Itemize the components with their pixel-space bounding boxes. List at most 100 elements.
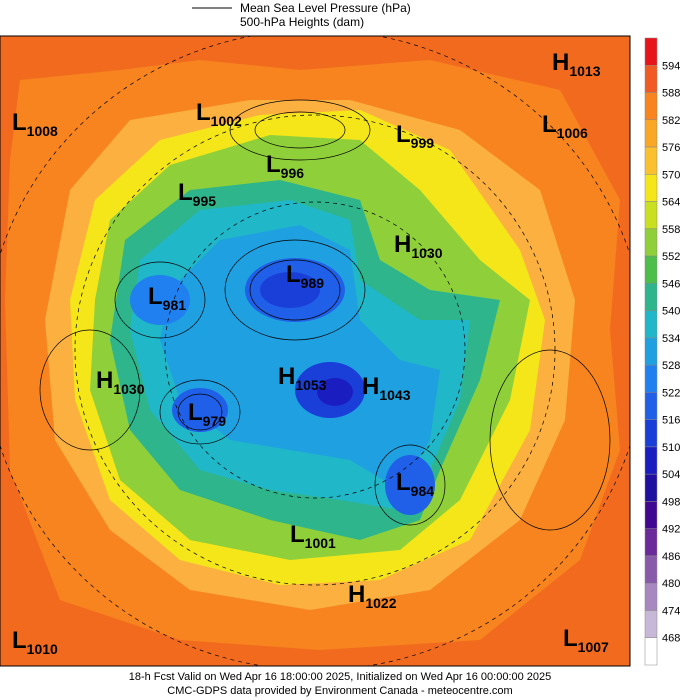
colorbar-label: 534 xyxy=(662,333,680,345)
pressure-center: L989 xyxy=(286,261,324,291)
colorbar-label: 516 xyxy=(662,415,680,427)
pressure-center: H1043 xyxy=(362,373,411,403)
center-value: 1010 xyxy=(27,641,58,657)
colorbar: 594 588 582 576 570 564 558 552 546 540 534 528 522 5… xyxy=(644,37,680,666)
colorbar-label: 588 xyxy=(662,88,680,100)
pressure-center: H1013 xyxy=(552,49,601,79)
colorbar-label: 498 xyxy=(662,496,680,508)
center-kind: H xyxy=(348,581,365,608)
colorbar-bin xyxy=(644,310,658,339)
center-value: 1013 xyxy=(569,63,600,79)
pressure-center: L1001 xyxy=(290,521,336,551)
pressure-center: L984 xyxy=(396,469,434,499)
colorbar-bin xyxy=(644,255,658,284)
center-value: 1007 xyxy=(578,639,609,655)
center-kind: L xyxy=(563,625,578,652)
colorbar-bin xyxy=(644,528,658,557)
pressure-center: L1010 xyxy=(12,627,58,657)
center-kind: H xyxy=(96,367,113,394)
colorbar-label: 504 xyxy=(662,469,680,481)
colorbar-label: 576 xyxy=(662,142,680,154)
center-kind: L xyxy=(266,151,281,178)
pressure-center: H1022 xyxy=(348,581,397,611)
center-value: 1008 xyxy=(27,123,58,139)
colorbar-label: 582 xyxy=(662,115,680,127)
colorbar-label: 528 xyxy=(662,360,680,372)
center-kind: L xyxy=(178,179,193,206)
pressure-center: H1053 xyxy=(278,363,327,393)
center-kind: L xyxy=(196,99,211,126)
colorbar-label: 546 xyxy=(662,278,680,290)
center-kind: H xyxy=(552,49,569,76)
center-kind: H xyxy=(394,231,411,258)
colorbar-bin xyxy=(644,283,658,311)
center-kind: L xyxy=(396,469,411,496)
colorbar-bin xyxy=(644,65,658,93)
center-value: 1022 xyxy=(365,595,396,611)
center-value: 1001 xyxy=(305,535,336,551)
center-kind: L xyxy=(290,521,305,548)
center-kind: L xyxy=(542,111,557,138)
center-kind: L xyxy=(12,109,27,136)
colorbar-label: 474 xyxy=(662,605,680,617)
pressure-center: L979 xyxy=(188,399,226,429)
colorbar-bin xyxy=(644,119,658,148)
pressure-center: L995 xyxy=(178,179,216,209)
center-value: 984 xyxy=(411,483,435,499)
colorbar-bin xyxy=(644,610,658,638)
center-kind: L xyxy=(12,627,27,654)
colorbar-label: 468 xyxy=(662,633,680,645)
center-kind: L xyxy=(148,283,163,310)
colorbar-bin xyxy=(644,419,658,448)
colorbar-bin xyxy=(644,92,658,121)
colorbar-bin xyxy=(644,146,658,175)
pressure-center: L996 xyxy=(266,151,304,181)
center-value: 1030 xyxy=(113,381,144,397)
center-value: 996 xyxy=(281,165,305,181)
pressure-center: H1030 xyxy=(394,231,443,261)
center-value: 1002 xyxy=(211,113,242,129)
center-value: 1043 xyxy=(379,387,410,403)
center-value: 979 xyxy=(203,413,227,429)
center-value: 1053 xyxy=(295,377,326,393)
footer-text: 18-h Fcst Valid on Wed Apr 16 18:00:00 2… xyxy=(129,671,552,683)
center-value: 989 xyxy=(301,275,325,291)
colorbar-bin xyxy=(644,201,658,230)
colorbar-label: 564 xyxy=(662,197,680,209)
colorbar-bin xyxy=(644,555,658,584)
colorbar-label: 558 xyxy=(662,224,680,236)
colorbar-label: 510 xyxy=(662,442,680,454)
pressure-center: L981 xyxy=(148,283,186,313)
colorbar-label: 540 xyxy=(662,306,680,318)
colorbar-bin xyxy=(644,228,658,257)
pressure-center: H1030 xyxy=(96,367,145,397)
footer-text: CMC-GDPS data provided by Environment Ca… xyxy=(167,685,512,697)
colorbar-bin xyxy=(644,582,658,611)
colorbar-bin xyxy=(644,501,658,529)
pressure-center: L999 xyxy=(396,121,434,151)
colorbar-label: 594 xyxy=(662,60,680,72)
center-kind: L xyxy=(396,121,411,148)
center-value: 1006 xyxy=(557,125,588,141)
colorbar-label: 486 xyxy=(662,551,680,563)
colorbar-bin xyxy=(644,446,658,475)
center-kind: H xyxy=(362,373,379,400)
colorbar-bin xyxy=(644,337,658,366)
colorbar-bin xyxy=(644,637,658,666)
colorbar-label: 480 xyxy=(662,578,680,590)
colorbar-label: 522 xyxy=(662,387,680,399)
pressure-center: L1002 xyxy=(196,99,242,129)
colorbar-bin xyxy=(644,174,658,202)
colorbar-label: 552 xyxy=(662,251,680,263)
center-kind: H xyxy=(278,363,295,390)
center-value: 995 xyxy=(193,193,217,209)
center-value: 981 xyxy=(163,297,187,313)
center-value: 999 xyxy=(411,135,435,151)
colorbar-bin xyxy=(644,37,658,66)
legend-text: Mean Sea Level Pressure (hPa) xyxy=(240,1,411,15)
colorbar-label: 570 xyxy=(662,169,680,181)
colorbar-bin xyxy=(644,364,658,393)
